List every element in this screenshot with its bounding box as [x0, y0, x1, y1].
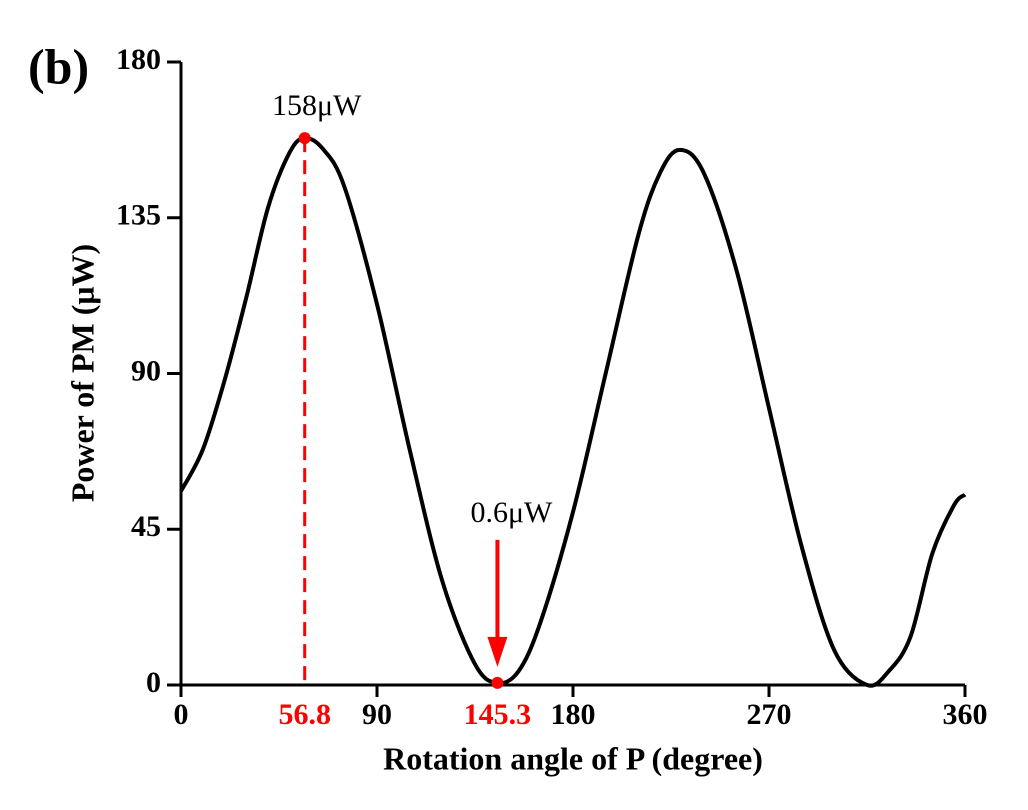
marker-label: 158μW: [272, 89, 362, 122]
y-tick-label: 180: [116, 43, 161, 76]
marker-x-label: 145.3: [464, 698, 532, 731]
marker-arrowhead: [487, 636, 508, 667]
y-tick-label: 0: [146, 666, 161, 699]
marker-point: [491, 676, 504, 689]
x-tick-label: 360: [943, 698, 988, 731]
marker-point: [298, 132, 311, 145]
y-axis-title: Power of PM (μW): [64, 244, 100, 502]
y-tick-label: 135: [116, 199, 161, 232]
x-tick-label: 180: [551, 698, 596, 731]
data-line: [179, 136, 967, 688]
x-tick-label: 0: [174, 698, 189, 731]
x-axis-title: Rotation angle of P (degree): [383, 740, 763, 776]
panel-label: (b): [28, 38, 89, 94]
x-tick-label: 90: [362, 698, 392, 731]
y-tick-label: 90: [131, 354, 161, 387]
marker-label: 0.6μW: [470, 496, 553, 529]
x-tick-label: 270: [747, 698, 792, 731]
y-tick-label: 45: [131, 510, 161, 543]
marker-x-label: 56.8: [278, 698, 331, 731]
